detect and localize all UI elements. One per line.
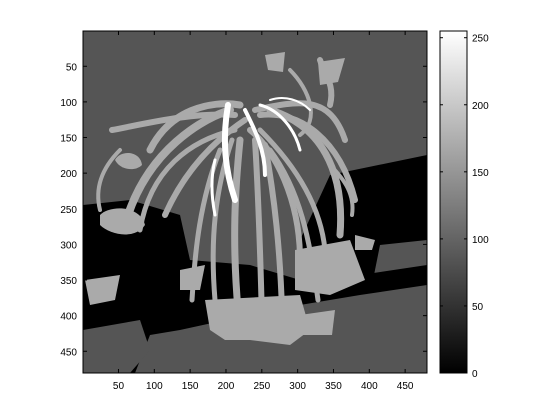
y-axis: 50 100 150 200 250 300 350 400 450	[60, 62, 427, 358]
colorbar	[439, 30, 468, 374]
x-tick-label: 350	[325, 381, 342, 392]
highlights	[210, 97, 311, 217]
x-tick-label: 50	[113, 381, 125, 392]
x-tick-label: 450	[397, 381, 414, 392]
colorbar-tick-label: 200	[472, 101, 489, 112]
colorbar-tick-label: 250	[472, 34, 489, 45]
x-tick-label: 200	[218, 381, 235, 392]
x-tick-label: 400	[361, 381, 378, 392]
x-tick-label: 100	[146, 381, 163, 392]
y-tick-label: 150	[60, 134, 77, 145]
colorbar-tick-label: 50	[472, 302, 484, 313]
plant-stems	[85, 52, 375, 345]
x-tick-label: 300	[289, 381, 306, 392]
x-axis: 50 100 150 200 250 300 350 400 450	[113, 31, 414, 392]
plot-frame	[82, 30, 428, 374]
y-tick-label: 400	[60, 312, 77, 323]
colorbar-tick-label: 0	[472, 369, 478, 380]
y-tick-label: 100	[60, 98, 77, 109]
colorbar-axis: 0 50 100 150 200 250	[440, 34, 489, 380]
y-tick-label: 250	[60, 205, 77, 216]
x-tick-label: 150	[182, 381, 199, 392]
heatmap-image	[83, 31, 427, 373]
x-tick-label: 250	[253, 381, 270, 392]
y-tick-label: 300	[60, 240, 77, 251]
gray-patch-bottom-left	[83, 320, 150, 373]
y-tick-label: 350	[60, 276, 77, 287]
shadow-region-lower-left	[83, 200, 427, 373]
colorbar-tick-label: 100	[472, 235, 489, 246]
colorbar-tick-label: 150	[472, 168, 489, 179]
y-tick-label: 200	[60, 169, 77, 180]
y-tick-label: 50	[66, 62, 78, 73]
y-tick-label: 450	[60, 347, 77, 358]
